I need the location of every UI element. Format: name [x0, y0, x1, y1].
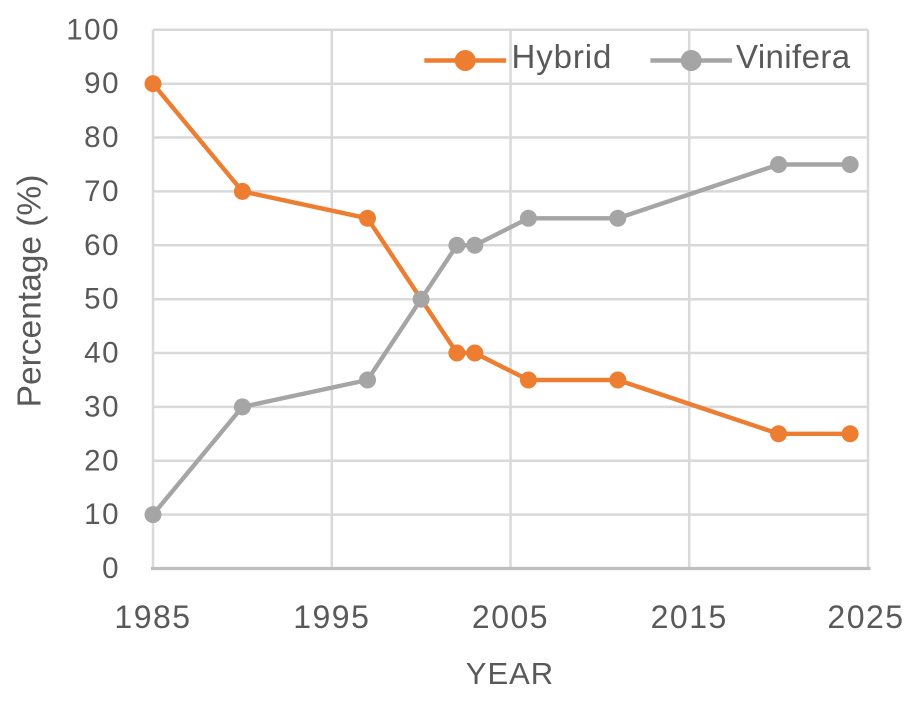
svg-text:30: 30 — [84, 390, 120, 423]
svg-text:70: 70 — [84, 175, 120, 208]
svg-text:Hybrid: Hybrid — [512, 38, 613, 75]
svg-text:50: 50 — [84, 283, 120, 316]
svg-text:0: 0 — [102, 552, 120, 585]
svg-text:1985: 1985 — [114, 599, 191, 635]
svg-text:1995: 1995 — [293, 599, 370, 635]
svg-text:2005: 2005 — [472, 599, 549, 635]
svg-text:2015: 2015 — [651, 599, 728, 635]
svg-text:100: 100 — [66, 13, 120, 46]
svg-text:90: 90 — [84, 67, 120, 100]
svg-text:40: 40 — [84, 337, 120, 370]
svg-text:10: 10 — [84, 498, 120, 531]
svg-text:Percentage (%): Percentage (%) — [12, 175, 49, 408]
svg-text:Vinifera: Vinifera — [736, 38, 851, 75]
svg-text:2025: 2025 — [827, 599, 904, 635]
svg-text:YEAR: YEAR — [466, 656, 554, 691]
svg-text:20: 20 — [84, 444, 120, 477]
svg-text:80: 80 — [84, 121, 120, 154]
svg-text:60: 60 — [84, 229, 120, 262]
